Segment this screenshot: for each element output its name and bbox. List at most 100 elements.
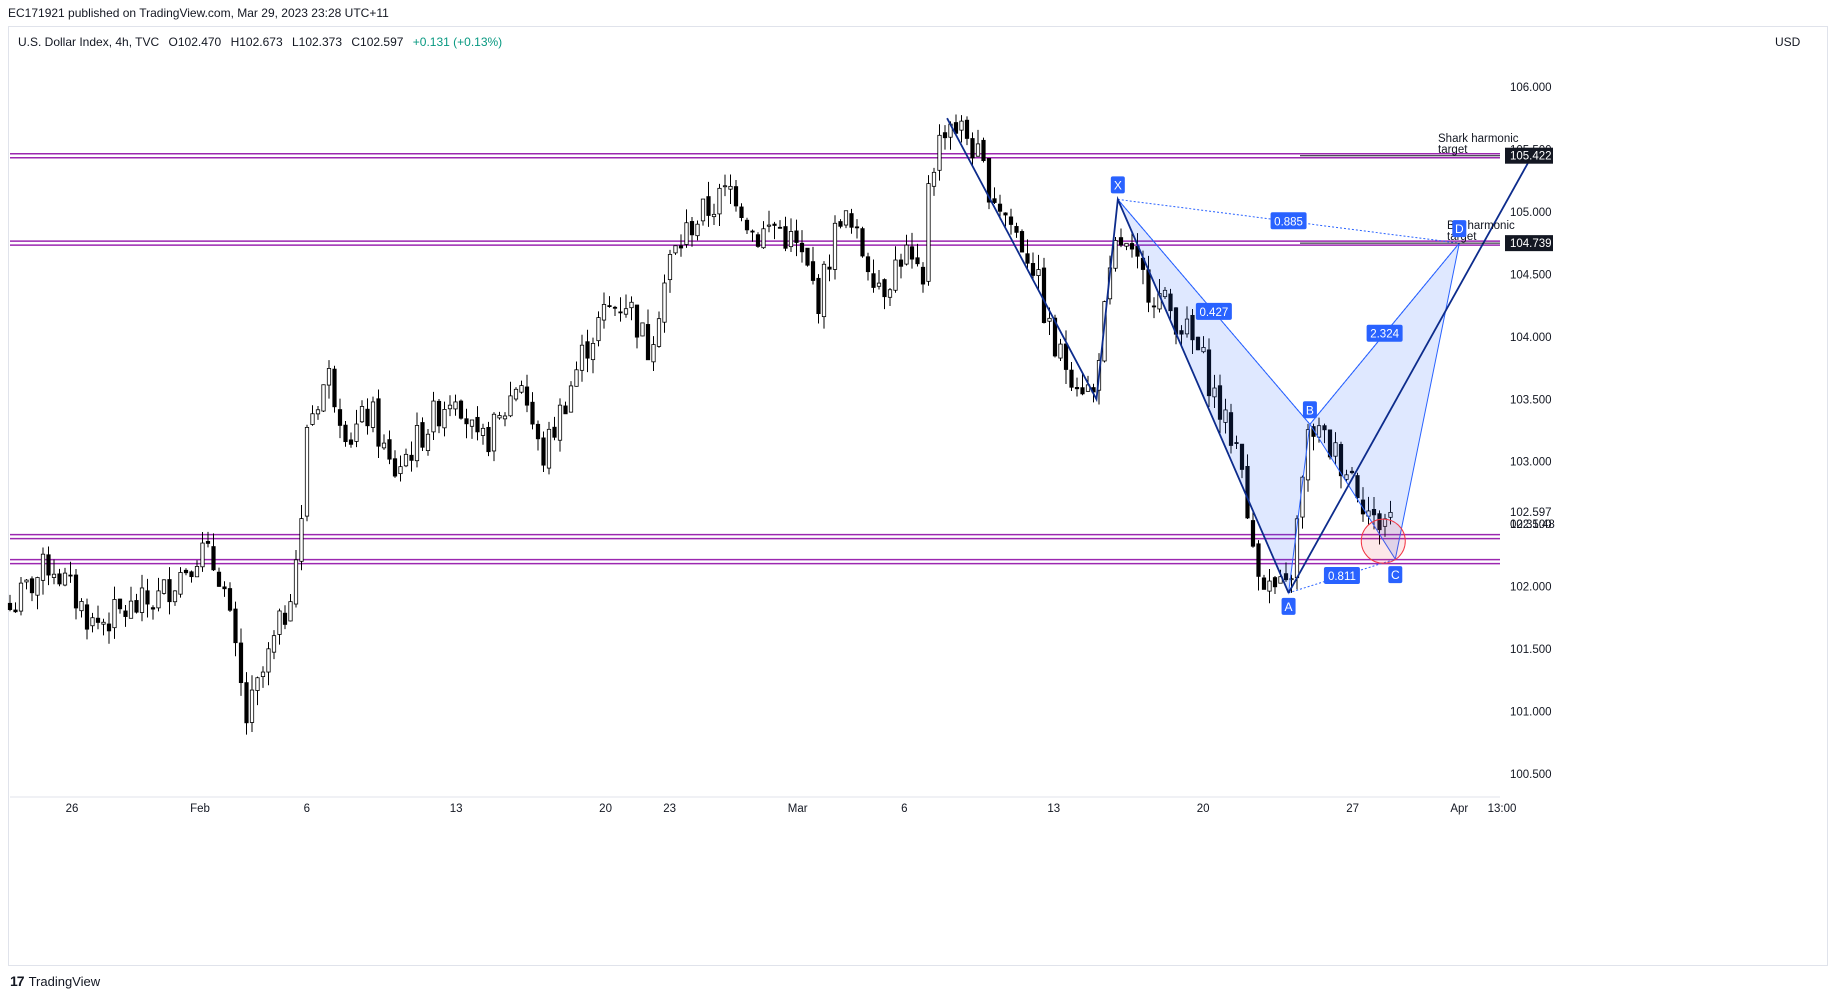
candle-body: [392, 458, 398, 477]
candle-body: [112, 599, 117, 629]
candle-body: [13, 609, 18, 613]
candle-body: [799, 242, 805, 253]
candle-body: [189, 571, 194, 578]
candle-body: [931, 171, 937, 187]
candle-body: [530, 401, 535, 425]
candle-body: [464, 418, 469, 425]
candle-body: [601, 304, 607, 321]
candle-body: [134, 600, 139, 613]
candle-body: [161, 579, 167, 594]
candle-body: [909, 246, 915, 260]
candle-body: [788, 231, 794, 248]
candle-body: [497, 415, 502, 419]
candle-body: [271, 635, 277, 653]
candle-body: [623, 308, 629, 315]
candle-body: [662, 282, 667, 323]
candle-body: [964, 119, 970, 139]
harmonic-point-badge: [1110, 176, 1125, 194]
candle-body: [277, 610, 282, 635]
candle-body: [51, 573, 57, 578]
candle-body: [750, 230, 755, 233]
candle-body: [574, 369, 579, 387]
harmonic-triangle-xab: [1117, 199, 1311, 595]
candle-body: [970, 138, 975, 159]
x-tick-label: 23: [663, 803, 676, 815]
candle-body: [865, 256, 871, 273]
candle-body: [249, 689, 255, 723]
candle-body: [810, 261, 816, 281]
candle-body: [1360, 499, 1366, 515]
candle-body: [233, 608, 238, 644]
candle-body: [343, 424, 348, 443]
candle-body: [29, 578, 35, 594]
candle-body: [585, 341, 590, 359]
candle-body: [1036, 269, 1041, 277]
candle-body: [475, 416, 480, 433]
candle-body: [816, 277, 821, 315]
candle-body: [728, 185, 733, 190]
candle-body: [238, 642, 244, 684]
x-tick-label: 6: [304, 803, 310, 815]
candle-body: [887, 289, 893, 298]
candle-body: [777, 226, 783, 229]
candle-body: [1206, 349, 1212, 397]
candle-body: [1162, 289, 1168, 298]
candle-body: [282, 612, 288, 625]
harmonic-triangle-bcd: [1309, 242, 1460, 561]
candle-body: [1129, 243, 1135, 250]
candle-body: [722, 185, 728, 188]
candle-body: [1212, 387, 1217, 398]
candle-body: [447, 404, 453, 410]
tradingview-logo-icon: 17: [10, 973, 25, 989]
harmonic-point-b: B: [1306, 403, 1314, 417]
candle-body: [1355, 475, 1360, 499]
bat-price-label: 104.739: [1510, 238, 1552, 250]
candle-body: [513, 388, 519, 400]
candle-body: [986, 158, 992, 203]
candle-body: [304, 426, 310, 517]
candle-body: [975, 143, 981, 157]
candle-body: [766, 224, 772, 227]
candle-body: [1069, 369, 1074, 388]
candle-body: [827, 266, 832, 270]
candle-body: [1080, 387, 1085, 395]
candle-body: [717, 187, 722, 215]
candle-body: [1256, 543, 1261, 577]
candle-body: [79, 601, 84, 612]
candle-body: [992, 198, 997, 203]
candle-body: [18, 582, 24, 612]
candle-body: [7, 602, 13, 610]
candle-body: [326, 368, 332, 386]
symbol-legend[interactable]: U.S. Dollar Index, 4h, TVC O102.470 H102…: [18, 35, 508, 49]
candle-body: [667, 254, 673, 281]
candle-body: [156, 590, 161, 609]
candle-body: [1371, 509, 1377, 516]
candle-body: [535, 423, 541, 440]
candle-body: [222, 586, 227, 590]
candle-body: [1234, 442, 1239, 444]
candle-body: [244, 682, 249, 724]
candle-body: [1014, 226, 1019, 233]
candle-body: [480, 427, 486, 436]
candle-body: [1250, 520, 1256, 547]
candle-body: [486, 426, 491, 453]
tradingview-logo[interactable]: 17 TradingView: [10, 973, 100, 989]
candle-body: [700, 198, 706, 222]
ratio-badge: [1366, 324, 1403, 342]
chart-frame: [8, 26, 1828, 966]
harmonic-point-badge: [1302, 401, 1317, 419]
candle-body: [1025, 253, 1030, 264]
candle-body: [106, 623, 112, 632]
candle-body: [854, 226, 860, 229]
legend-symbol[interactable]: U.S. Dollar Index, 4h, TVC: [18, 35, 160, 49]
candle-body: [376, 398, 381, 447]
currency-label[interactable]: USD: [1775, 35, 1801, 49]
x-tick-label: Feb: [190, 803, 210, 815]
harmonic-point-c: C: [1391, 568, 1400, 582]
ratio-line-ac: [1288, 558, 1396, 594]
candle-body: [1349, 470, 1355, 474]
candle-body: [634, 304, 640, 338]
candle-body: [293, 559, 299, 605]
x-tick-label: 20: [1197, 803, 1210, 815]
